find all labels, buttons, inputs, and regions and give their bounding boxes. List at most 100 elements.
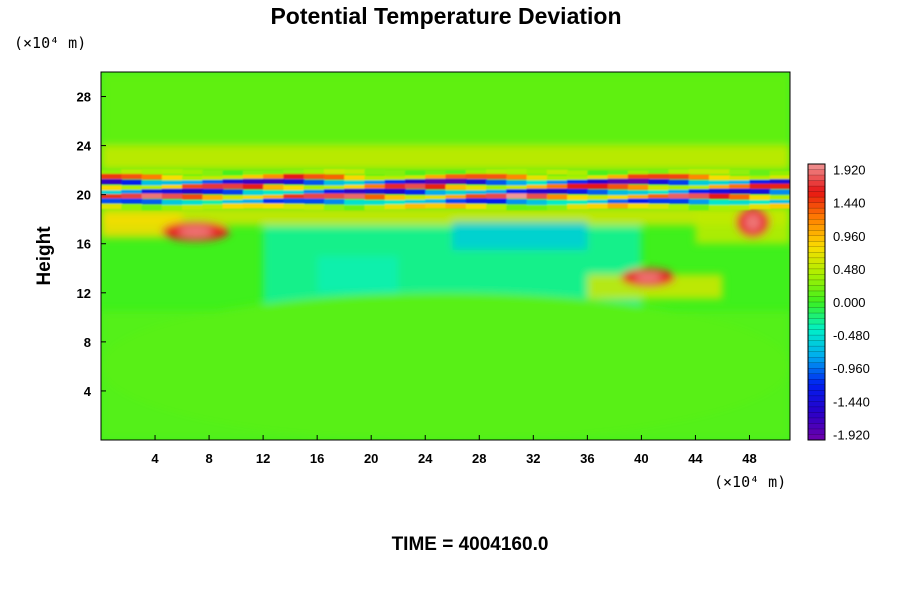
wave-band-cell	[607, 178, 629, 184]
wave-band-cell	[729, 200, 751, 206]
wave-band-cell	[425, 190, 447, 196]
wave-band-cell	[506, 189, 528, 195]
wave-band-cell	[303, 189, 325, 196]
wave-band-cell	[121, 198, 143, 204]
x-tick-label: 20	[364, 451, 378, 466]
y-axis: 4 8 12 16 20 24 28	[77, 90, 106, 399]
wave-band-cell	[242, 190, 265, 196]
x-axis: 4 8 12 16 20 24 28 32 36 40 44 48	[151, 435, 757, 466]
wave-band-cell	[202, 170, 224, 176]
colorbar-cell	[808, 384, 825, 391]
wave-band-cell	[303, 193, 325, 199]
wave-band-cell	[567, 175, 589, 181]
wave-band-cell	[445, 190, 467, 196]
wave-band-cell	[445, 178, 467, 184]
wave-band-cell	[729, 204, 751, 210]
wave-band-cell	[141, 199, 163, 205]
wave-band-cell	[567, 170, 589, 176]
wave-band-cell	[404, 170, 427, 176]
x-tick-label: 44	[688, 451, 703, 466]
heatmap-plot-area	[100, 71, 791, 441]
wave-band-cell	[242, 174, 265, 181]
wave-band-cell	[323, 193, 346, 199]
wave-band-cell	[506, 185, 528, 191]
wave-band-cell	[627, 174, 650, 180]
colorbar-cell	[808, 180, 825, 187]
wave-band-cell	[546, 204, 569, 210]
wave-band-cell	[486, 198, 508, 204]
wave-band-cell	[668, 193, 690, 199]
wave-band-cell	[344, 199, 366, 205]
colorbar: 1.920 1.440 0.960 0.480 0.000 -0.480 -0.960 -1.…	[807, 163, 870, 442]
colorbar-cell	[808, 257, 825, 264]
wave-band-cell	[506, 205, 528, 211]
wave-band-cell	[526, 199, 548, 205]
wave-band-cell	[141, 193, 163, 199]
wave-band-cell	[587, 199, 609, 205]
field-patch-3	[101, 145, 790, 171]
wave-band-cell	[121, 169, 143, 175]
wave-band-cell	[364, 200, 386, 206]
wave-band-cell	[141, 168, 163, 175]
wave-band-cell	[607, 195, 629, 201]
x-tick-label: 32	[526, 451, 540, 466]
wave-band-cell	[607, 184, 629, 190]
wave-band-cell	[242, 199, 265, 205]
wave-band-cell	[404, 203, 427, 209]
wave-band-cell	[708, 180, 731, 186]
wave-band-cell	[161, 184, 184, 191]
y-tick-label: 16	[77, 237, 91, 252]
x-tick-label: 12	[256, 451, 270, 466]
wave-band-cell	[141, 205, 163, 211]
wave-band-cell	[708, 175, 731, 181]
wave-band-cell	[749, 179, 771, 185]
colorbar-cell	[808, 379, 825, 386]
wave-band-cell	[425, 178, 447, 184]
wave-band-cell	[323, 168, 346, 175]
wave-band-cell	[607, 199, 629, 205]
wave-band-cell	[648, 179, 670, 185]
wave-band-cell	[323, 180, 346, 186]
wave-band-cell	[648, 203, 670, 210]
colorbar-cell	[808, 279, 825, 286]
wave-band-cell	[283, 190, 305, 196]
colorbar-cell	[808, 290, 825, 297]
wave-band-cell	[283, 194, 305, 200]
wave-band-cell	[445, 194, 467, 200]
colorbar-cell	[808, 340, 825, 347]
wave-band-cell	[303, 204, 325, 210]
wave-band-cell	[749, 170, 771, 176]
wave-band-cell	[323, 174, 346, 180]
wave-band-cell	[465, 179, 488, 185]
colorbar-cell	[808, 324, 825, 331]
wave-band	[101, 168, 790, 211]
x-tick-label: 36	[580, 451, 594, 466]
wave-band-cell	[749, 188, 771, 195]
colorbar-cell	[808, 395, 825, 402]
wave-band-cell	[708, 169, 731, 175]
field-patch-5	[452, 221, 588, 250]
wave-band-cell	[729, 169, 751, 175]
wave-band-cell	[404, 199, 427, 205]
wave-band-cell	[384, 194, 406, 201]
wave-band-cell	[364, 169, 386, 175]
wave-band-cell	[141, 189, 163, 195]
wave-band-cell	[303, 169, 325, 175]
wave-band-cell	[587, 183, 609, 189]
colorbar-label: -0.480	[833, 328, 870, 343]
wave-band-cell	[202, 194, 224, 201]
wave-band-cell	[587, 170, 609, 176]
wave-band-cell	[202, 183, 224, 189]
wave-band-cell	[101, 203, 123, 210]
wave-band-cell	[526, 193, 548, 199]
wave-band-cell	[101, 194, 123, 200]
wave-band-cell	[222, 170, 244, 176]
wave-band-cell	[445, 170, 467, 176]
wave-band-cell	[384, 183, 406, 189]
wave-band-cell	[344, 188, 366, 194]
wave-band-cell	[242, 203, 265, 209]
wave-band-cell	[486, 185, 508, 191]
wave-band-cell	[668, 185, 690, 191]
wave-band-cell	[648, 194, 670, 200]
